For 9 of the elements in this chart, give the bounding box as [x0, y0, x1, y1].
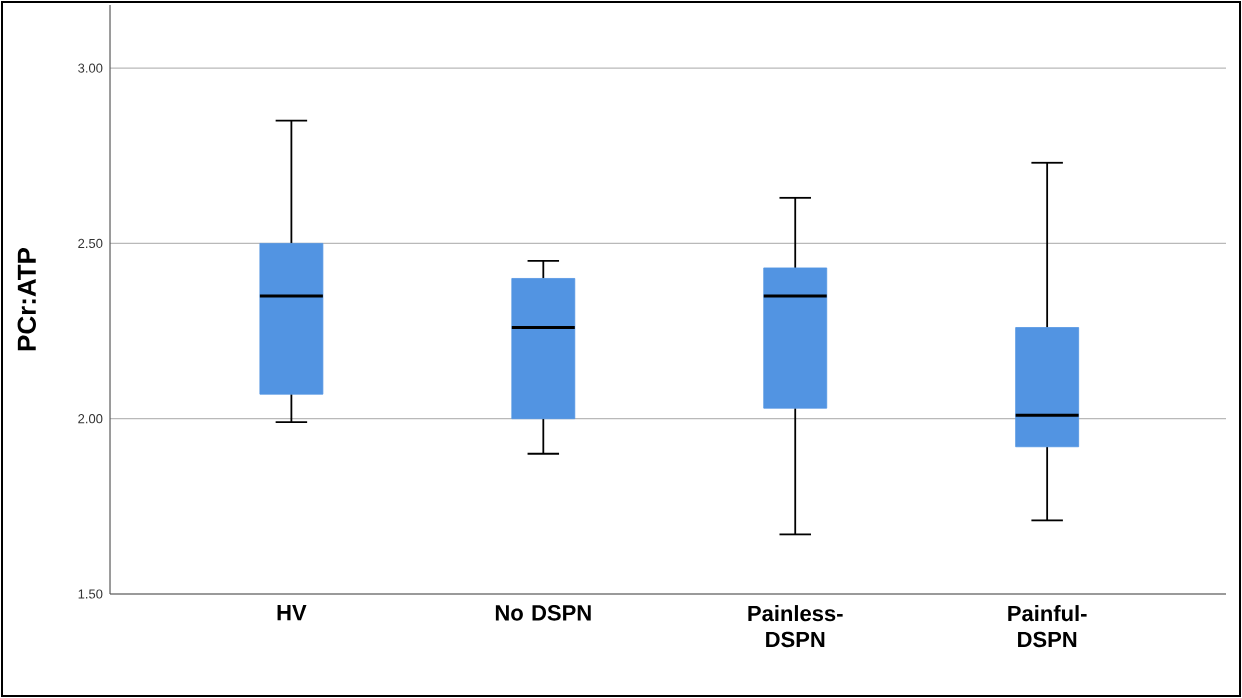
y-tick-label: 2.50: [78, 238, 103, 248]
y-axis-title: PCr:ATP: [17, 247, 36, 351]
x-tick-label: HV: [277, 605, 307, 621]
x-tick-label: Painless-DSPN: [748, 605, 843, 648]
y-tick-label: 1.50: [78, 589, 103, 599]
y-tick-label: 3.00: [78, 63, 103, 73]
y-tick-label: 2.00: [78, 414, 103, 424]
x-tick-label: Painful-DSPN: [1008, 605, 1087, 648]
x-tick-label: No DSPN: [495, 605, 591, 621]
